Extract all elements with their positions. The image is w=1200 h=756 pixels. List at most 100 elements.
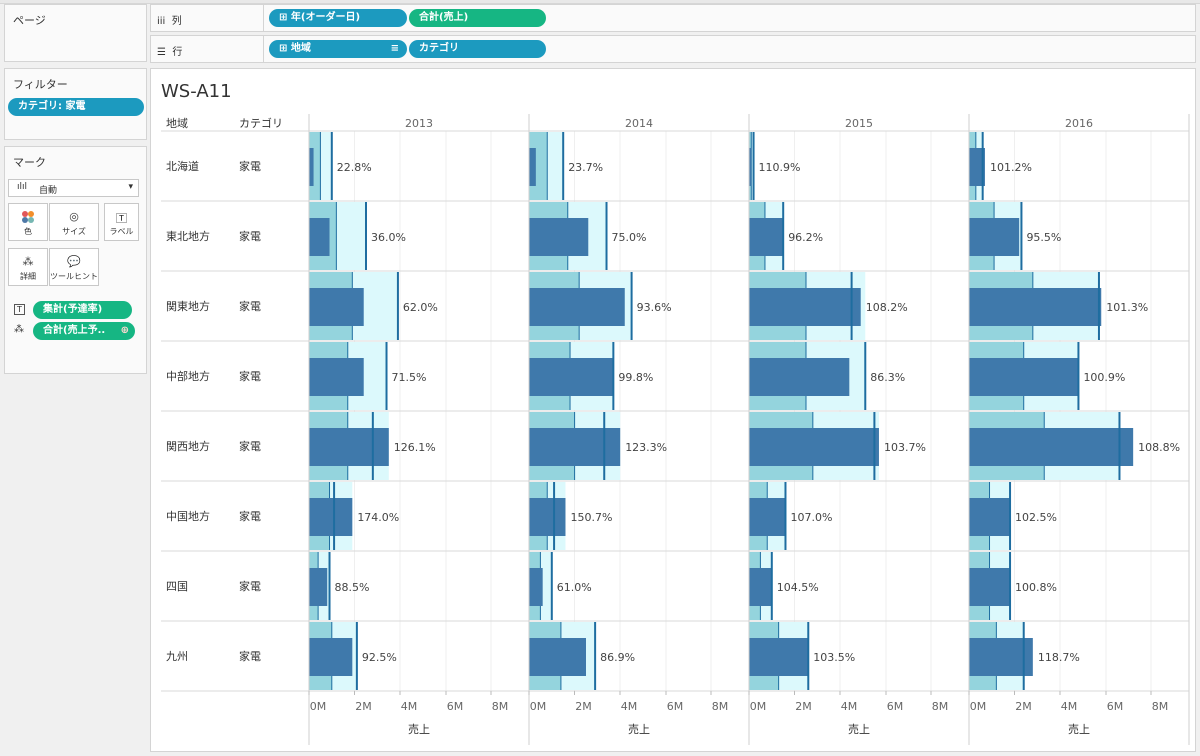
sales-bar [529,498,566,536]
sales-bar [749,498,786,536]
axis-tick-label: 6M [887,700,904,713]
mark-type-dropdown[interactable]: ılıl 自動 ▾ [8,179,139,197]
columns-pill-sales[interactable]: 合計(売上) [409,9,546,27]
mark-field-target-sales[interactable]: 合計(売上予.. ⊕ [33,322,135,340]
label-button-label: ラベル [109,227,134,236]
viz-pane[interactable]: WS-A11 地域 カテゴリ 2013 2014 2015 2016 北海道 家電 22.8% 2… [150,68,1196,752]
detail-button-label: 詳細 [20,272,36,281]
region-label: 九州 [166,650,188,663]
tooltip-icon: 💬 [67,255,81,268]
axis-title: 売上 [628,723,650,736]
data-label: 86.9% [600,651,635,664]
data-label: 101.2% [990,161,1032,174]
color-button-label: 色 [24,227,32,236]
data-label: 126.1% [394,441,436,454]
region-label: 北海道 [166,159,199,173]
data-label: 92.5% [362,651,397,664]
data-label: 23.7% [568,161,603,174]
data-label: 100.9% [1083,371,1125,384]
sort-icon: ≡ [390,43,399,54]
rows-pill-region[interactable]: ⊞ 地域 ≡ [269,40,407,58]
data-label: 108.8% [1138,441,1180,454]
rows-pill-category[interactable]: カテゴリ [409,40,546,58]
rows-pill-category-label: カテゴリ [419,43,459,54]
columns-pill-sales-label: 合計(売上) [419,12,469,23]
column-header: 2015 [845,117,873,130]
detail-icon: ⁂ [14,324,24,335]
columns-icon: iii [157,16,166,27]
sales-bar [969,218,1020,256]
worksheet-title: WS-A11 [161,81,232,102]
data-label: 95.5% [1026,231,1061,244]
column-header: 2013 [405,117,433,130]
tooltip-button[interactable]: 💬 ツールヒント [49,248,99,286]
sales-bar [309,638,353,676]
mark-field-target-sales-label: 合計(売上予.. [43,325,106,336]
bar-chart-icon: ılıl [17,182,28,192]
sales-bar [529,148,536,186]
axis-tick-label: 0M [530,700,547,713]
axis-tick-label: 4M [401,700,418,713]
sales-bar [309,218,330,256]
marks-title: マーク [13,156,46,169]
label-button[interactable]: 🅃 ラベル [104,203,139,241]
columns-shelf[interactable]: iii 列 ⊞ 年(オーダー日) 合計(売上) [150,4,1196,32]
color-button[interactable]: 色 [8,203,48,241]
region-label: 中国地方 [166,509,210,523]
expand-icon: ⊞ [279,43,288,54]
data-label: 101.3% [1106,301,1148,314]
axis-tick-label: 6M [1107,700,1124,713]
sales-bar [749,288,861,326]
sales-bar [969,638,1033,676]
data-label: 103.5% [813,651,855,664]
category-label: 家電 [239,649,261,663]
size-button[interactable]: ◎ サイズ [49,203,99,241]
region-label: 東北地方 [166,229,210,243]
filters-card[interactable]: フィルター カテゴリ: 家電 [4,68,147,140]
mark-field-achievement-label: 集計(予達率) [43,304,103,315]
column-header: 2014 [625,117,653,130]
columns-pill-year[interactable]: ⊞ 年(オーダー日) [269,9,407,27]
detail-icon: ⁂ [22,255,34,268]
data-label: 86.3% [870,371,905,384]
pages-title: ページ [13,14,46,27]
data-label: 150.7% [570,511,612,524]
axis-tick-label: 6M [667,700,684,713]
axis-tick-label: 2M [1015,700,1032,713]
axis-tick-label: 8M [1152,700,1169,713]
region-label: 中部地方 [166,369,210,383]
region-label: 関西地方 [166,439,210,453]
header-region: 地域 [166,117,188,130]
category-label: 家電 [239,509,261,523]
axis-tick-label: 0M [310,700,327,713]
sales-bar [529,358,614,396]
calculation-icon: ⊕ [120,325,129,336]
data-label: 118.7% [1038,651,1080,664]
axis-title: 売上 [1068,723,1090,736]
size-button-label: サイズ [62,227,86,236]
sales-bar [969,568,1011,606]
filter-pill-category[interactable]: カテゴリ: 家電 [8,98,144,116]
data-label: 75.0% [612,231,647,244]
sales-bar [969,498,1011,536]
category-label: 家電 [239,299,261,313]
sales-bar [749,358,850,396]
sales-bar [309,358,364,396]
columns-pill-year-label: 年(オーダー日) [290,12,361,23]
detail-button[interactable]: ⁂ 詳細 [8,248,48,286]
sales-bar [749,218,784,256]
rows-shelf[interactable]: ☰ 行 ⊞ 地域 ≡ カテゴリ [150,35,1196,63]
data-label: 107.0% [790,511,832,524]
axis-tick-label: 4M [1061,700,1078,713]
text-label-icon: 🅃 [116,212,127,225]
sales-bar [749,568,772,606]
header-category: カテゴリ [239,116,283,130]
region-label: 関東地方 [166,299,210,313]
axis-tick-label: 0M [970,700,987,713]
axis-tick-label: 6M [447,700,464,713]
sales-bar [529,218,589,256]
data-label: 61.0% [557,581,592,594]
sales-bar [529,288,625,326]
pages-card[interactable]: ページ [4,4,147,62]
mark-field-achievement[interactable]: 集計(予達率) [33,301,132,319]
